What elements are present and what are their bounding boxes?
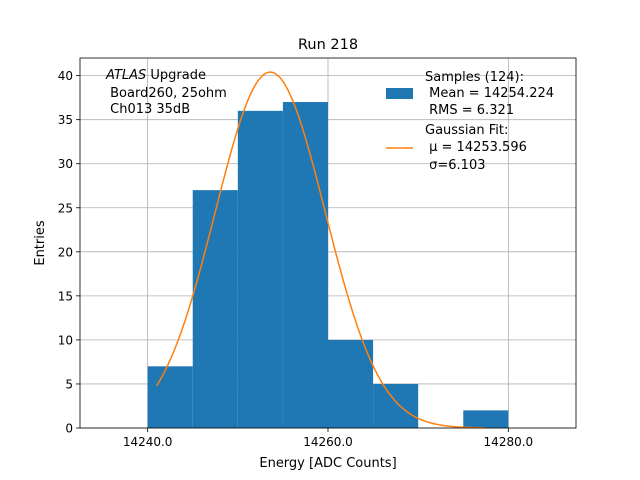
annotation-line-1: ATLAS Upgrade xyxy=(105,68,206,83)
annotation-line-3: Ch013 35dB xyxy=(106,102,190,117)
axis-ticks: 14240.0 14260.0 14280.0 0 5 10 15 20 25 30 35 40 xyxy=(58,69,533,449)
legend-hist-line-1: Samples (124): xyxy=(425,70,524,85)
histogram-bar xyxy=(373,383,419,428)
gaussian-fit-curve xyxy=(156,71,486,429)
y-tick-label: 30 xyxy=(58,157,73,171)
atlas-annotation: ATLAS Upgrade Board260, 25ohm Ch013 35dB xyxy=(105,68,227,117)
x-axis-label: Energy [ADC Counts] xyxy=(259,456,396,471)
y-tick-label: 40 xyxy=(58,69,73,83)
y-axis-label: Entries xyxy=(33,220,48,266)
histogram-bars xyxy=(147,102,509,429)
histogram-bar xyxy=(463,410,509,428)
histogram-bar xyxy=(192,190,238,428)
legend-hist-line-2: Mean = 14254.224 xyxy=(425,86,554,101)
annotation-upgrade: Upgrade xyxy=(146,68,206,83)
legend-hist-swatch xyxy=(386,88,413,99)
y-tick-label: 35 xyxy=(58,113,73,127)
histogram-bar xyxy=(147,366,193,428)
y-tick-label: 15 xyxy=(58,289,73,303)
y-tick-label: 0 xyxy=(65,422,73,436)
y-tick-label: 10 xyxy=(58,333,73,347)
x-tick-label: 14260.0 xyxy=(303,435,353,449)
chart-title: Run 218 xyxy=(298,37,358,53)
histogram-bar xyxy=(328,339,374,428)
legend-fit-line-2: μ = 14253.596 xyxy=(425,140,527,155)
legend-fit-line-3: σ=6.103 xyxy=(425,158,485,173)
y-tick-label: 25 xyxy=(58,201,73,215)
legend: Samples (124): Mean = 14254.224 RMS = 6.… xyxy=(386,70,554,173)
annotation-atlas: ATLAS xyxy=(105,68,146,83)
annotation-line-2: Board260, 25ohm xyxy=(106,86,227,101)
histogram-bar xyxy=(282,102,328,429)
x-tick-label: 14240.0 xyxy=(123,435,173,449)
histogram-bar xyxy=(237,110,283,428)
y-tick-label: 20 xyxy=(58,245,73,259)
legend-hist-line-3: RMS = 6.321 xyxy=(425,103,514,118)
y-tick-label: 5 xyxy=(65,377,73,391)
legend-fit-line-1: Gaussian Fit: xyxy=(425,123,508,138)
x-tick-label: 14280.0 xyxy=(484,435,534,449)
